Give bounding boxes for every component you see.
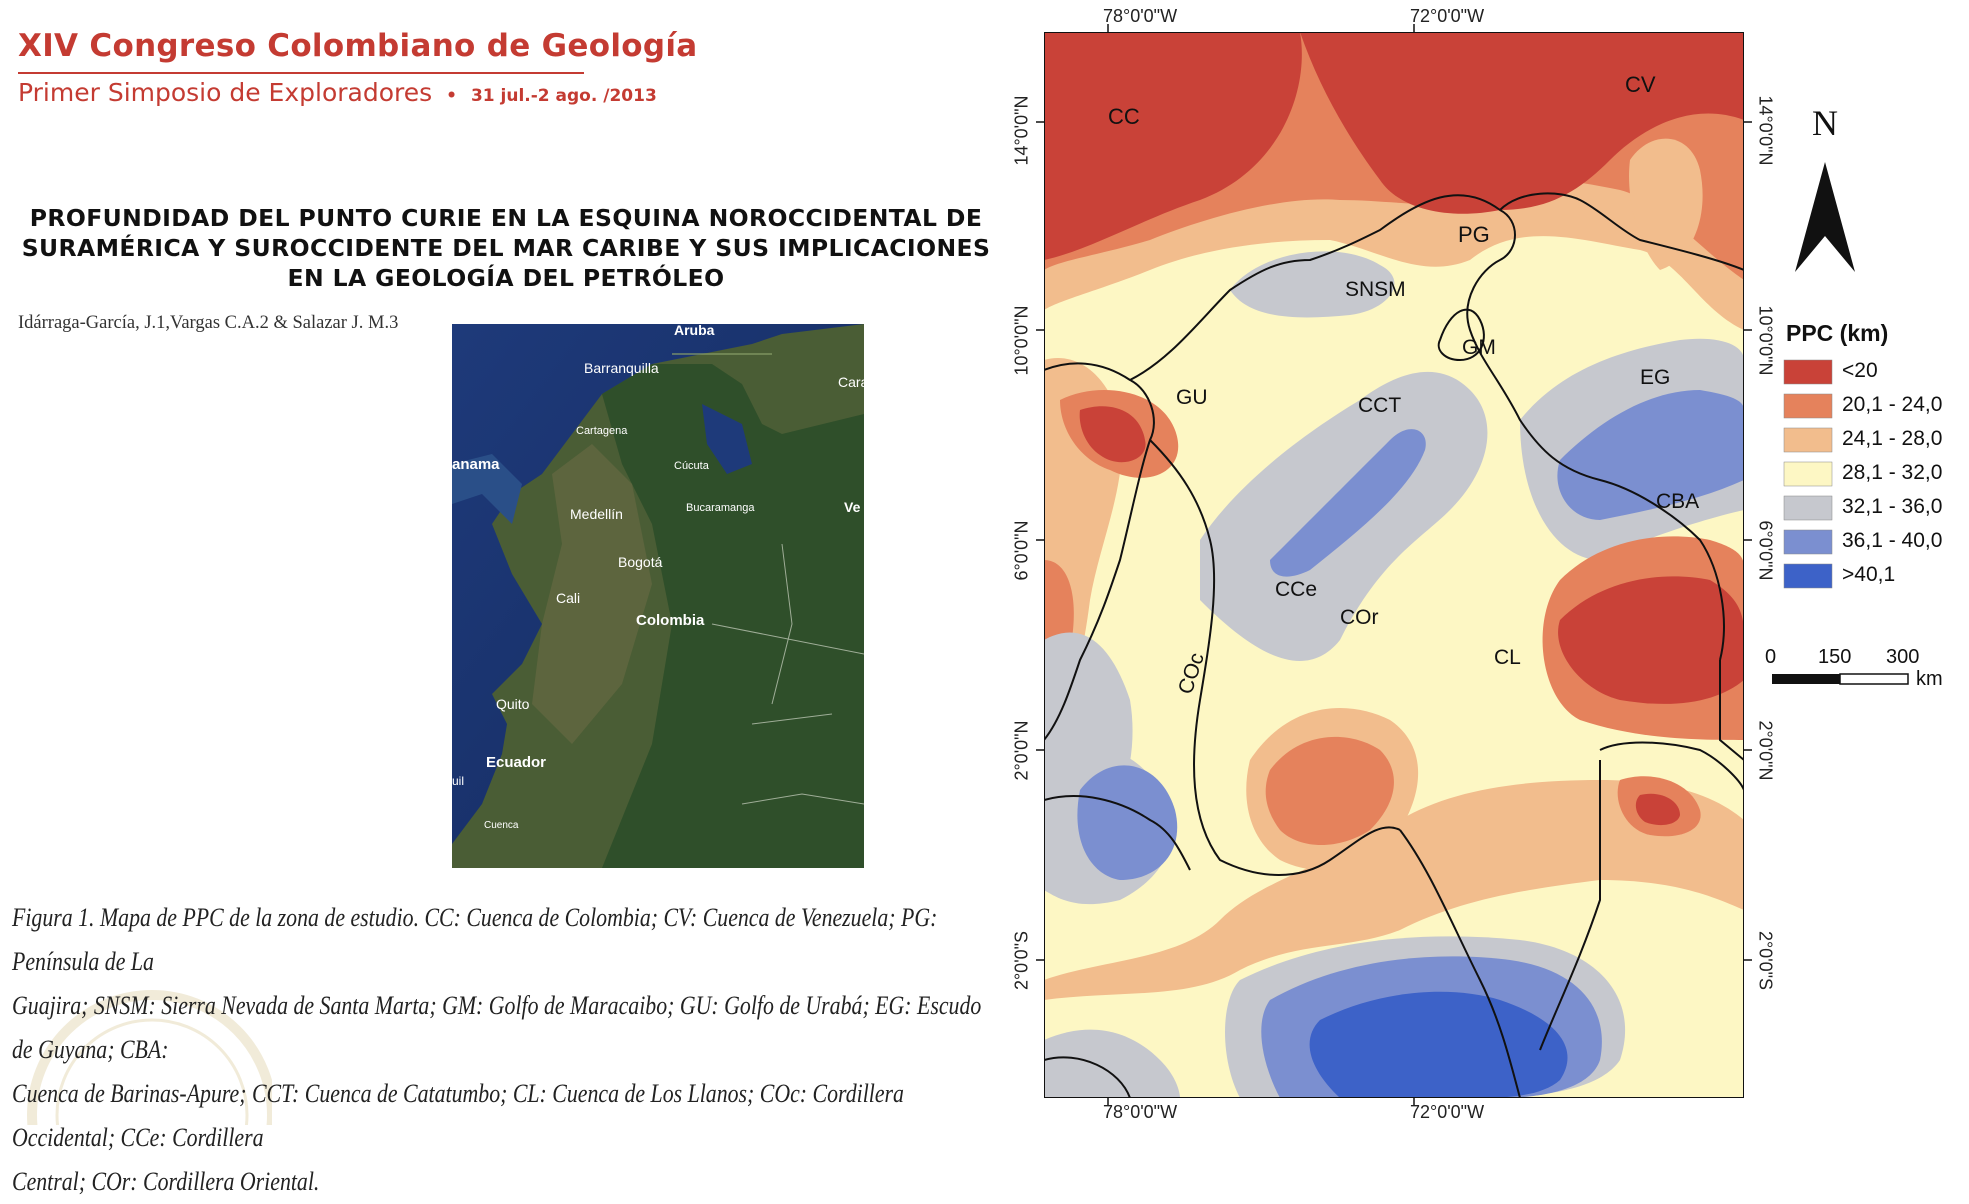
label-cucuta: Cúcuta <box>674 460 709 472</box>
lat-label-right-10: 10°0'0"N <box>1755 305 1776 376</box>
region-label-cba: CBA <box>1656 490 1700 513</box>
lat-label-left-10: 10°0'0"N <box>1011 305 1032 376</box>
region-label-gm: GM <box>1462 336 1496 359</box>
legend-swatch-lt20 <box>1783 359 1833 385</box>
legend-label-24-28: 24,1 - 28,0 <box>1842 427 1943 450</box>
lat-label-right-m2: 2°0'0"S <box>1755 930 1776 991</box>
caption-line-3: Cuenca de Barinas-Apure; CCT: Cuenca de … <box>12 1079 904 1152</box>
scale-unit: km <box>1916 668 1943 690</box>
scale-label-0: 0 <box>1765 646 1777 668</box>
authors: Idárraga-García, J.1,Vargas C.A.2 & Sala… <box>18 313 399 333</box>
region-label-cor: COr <box>1340 606 1379 629</box>
legend-swatch-24-28 <box>1783 427 1833 453</box>
paper-title-line-3: EN LA GEOLOGÍA DEL PETRÓLEO <box>287 264 725 292</box>
region-label-cv: CV <box>1625 72 1656 97</box>
region-label-pg: PG <box>1458 222 1490 247</box>
north-label: N <box>1812 103 1838 143</box>
lat-label-left-m2: 2°0'0"S <box>1011 930 1032 991</box>
legend-swatch-28-32 <box>1783 461 1833 487</box>
symposium-dates: 31 jul.-2 ago. /2013 <box>470 86 657 106</box>
legend-swatch-32-36 <box>1783 495 1833 521</box>
legend-swatches <box>1783 359 1833 589</box>
legend-label-36-40: 36,1 - 40,0 <box>1842 529 1943 552</box>
label-cartagena: Cartagena <box>576 425 628 437</box>
region-label-cct: CCT <box>1358 394 1402 417</box>
label-cuenca: Cuenca <box>484 820 519 831</box>
legend-label-32-36: 32,1 - 36,0 <box>1842 495 1943 518</box>
caption-line-4: Central; COr: Cordillera Oriental. <box>12 1167 320 1196</box>
legend-label-gt40: >40,1 <box>1842 563 1896 586</box>
north-arrow-icon <box>1795 162 1855 272</box>
region-label-cl: CL <box>1494 646 1521 669</box>
label-ecuador: Ecuador <box>486 754 547 771</box>
region-label-eg: EG <box>1640 366 1671 389</box>
symposium-line: Primer Simposio de Exploradores • 31 jul… <box>18 78 657 107</box>
congress-title: XIV Congreso Colombiano de Geología <box>18 28 698 64</box>
graticule-ticks <box>1036 24 1752 1106</box>
legend-label-28-32: 28,1 - 32,0 <box>1842 461 1943 484</box>
paper-title-line-1: PROFUNDIDAD DEL PUNTO CURIE EN LA ESQUIN… <box>29 204 983 232</box>
region-label-cce: CCe <box>1275 578 1318 601</box>
region-label-gu: GU <box>1176 386 1208 409</box>
header-divider <box>18 72 584 74</box>
lon-label-bottom-right: 72°0'0"W <box>1410 1102 1485 1122</box>
lat-label-left-14: 14°0'0"N <box>1011 95 1032 166</box>
paper-title: PROFUNDIDAD DEL PUNTO CURIE EN LA ESQUIN… <box>18 203 994 293</box>
label-medellin: Medellín <box>570 506 623 522</box>
paper-title-line-2: SURAMÉRICA Y SUROCCIDENTE DEL MAR CARIBE… <box>21 234 991 262</box>
lon-label-top-left: 78°0'0"W <box>1103 6 1178 26</box>
ppc-map-panel: 78°0'0"W 72°0'0"W 78°0'0"W 72°0'0"W 14°0… <box>1000 0 1969 1125</box>
label-panama: anama <box>452 456 500 473</box>
lat-label-right-2: 2°0'0"N <box>1755 720 1776 781</box>
ppc-contour-map <box>1044 32 1744 1098</box>
label-guayaquil: uil <box>452 774 465 788</box>
label-quito: Quito <box>496 696 530 712</box>
bullet-icon: • <box>446 86 457 106</box>
legend-title: PPC (km) <box>1786 320 1889 346</box>
lat-label-left-6: 6°0'0"N <box>1011 520 1032 581</box>
label-aruba: Aruba <box>674 324 715 338</box>
scale-bar <box>1772 673 1909 685</box>
label-colombia: Colombia <box>636 612 705 629</box>
label-cali: Cali <box>556 590 581 606</box>
figure-caption: Figura 1. Mapa de PPC de la zona de estu… <box>12 896 986 1204</box>
lat-label-left-2: 2°0'0"N <box>1011 720 1032 781</box>
region-label-cc: CC <box>1108 104 1140 129</box>
label-bucaramanga: Bucaramanga <box>686 502 755 514</box>
label-venezuela: Ve <box>844 499 861 515</box>
symposium-name: Primer Simposio de Exploradores <box>18 78 433 107</box>
legend-swatch-36-40 <box>1783 529 1833 555</box>
lat-label-right-6: 6°0'0"N <box>1755 520 1776 581</box>
legend-label-20-24: 20,1 - 24,0 <box>1842 393 1943 416</box>
region-label-snsm: SNSM <box>1345 278 1406 301</box>
legend-swatch-gt40 <box>1783 563 1833 589</box>
legend-label-lt20: <20 <box>1842 359 1878 382</box>
scale-label-150: 150 <box>1818 646 1852 668</box>
label-bogota: Bogotá <box>618 554 663 570</box>
lon-label-bottom-left: 78°0'0"W <box>1103 1102 1178 1122</box>
scale-label-300: 300 <box>1886 646 1920 668</box>
lat-label-right-14: 14°0'0"N <box>1755 95 1776 166</box>
legend-swatch-20-24 <box>1783 393 1833 419</box>
lon-label-top-right: 72°0'0"W <box>1410 6 1485 26</box>
caption-line-1: Figura 1. Mapa de PPC de la zona de estu… <box>12 903 938 976</box>
label-barranquilla: Barranquilla <box>584 360 659 376</box>
caption-line-2: Guajira; SNSM: Sierra Nevada de Santa Ma… <box>12 991 982 1064</box>
